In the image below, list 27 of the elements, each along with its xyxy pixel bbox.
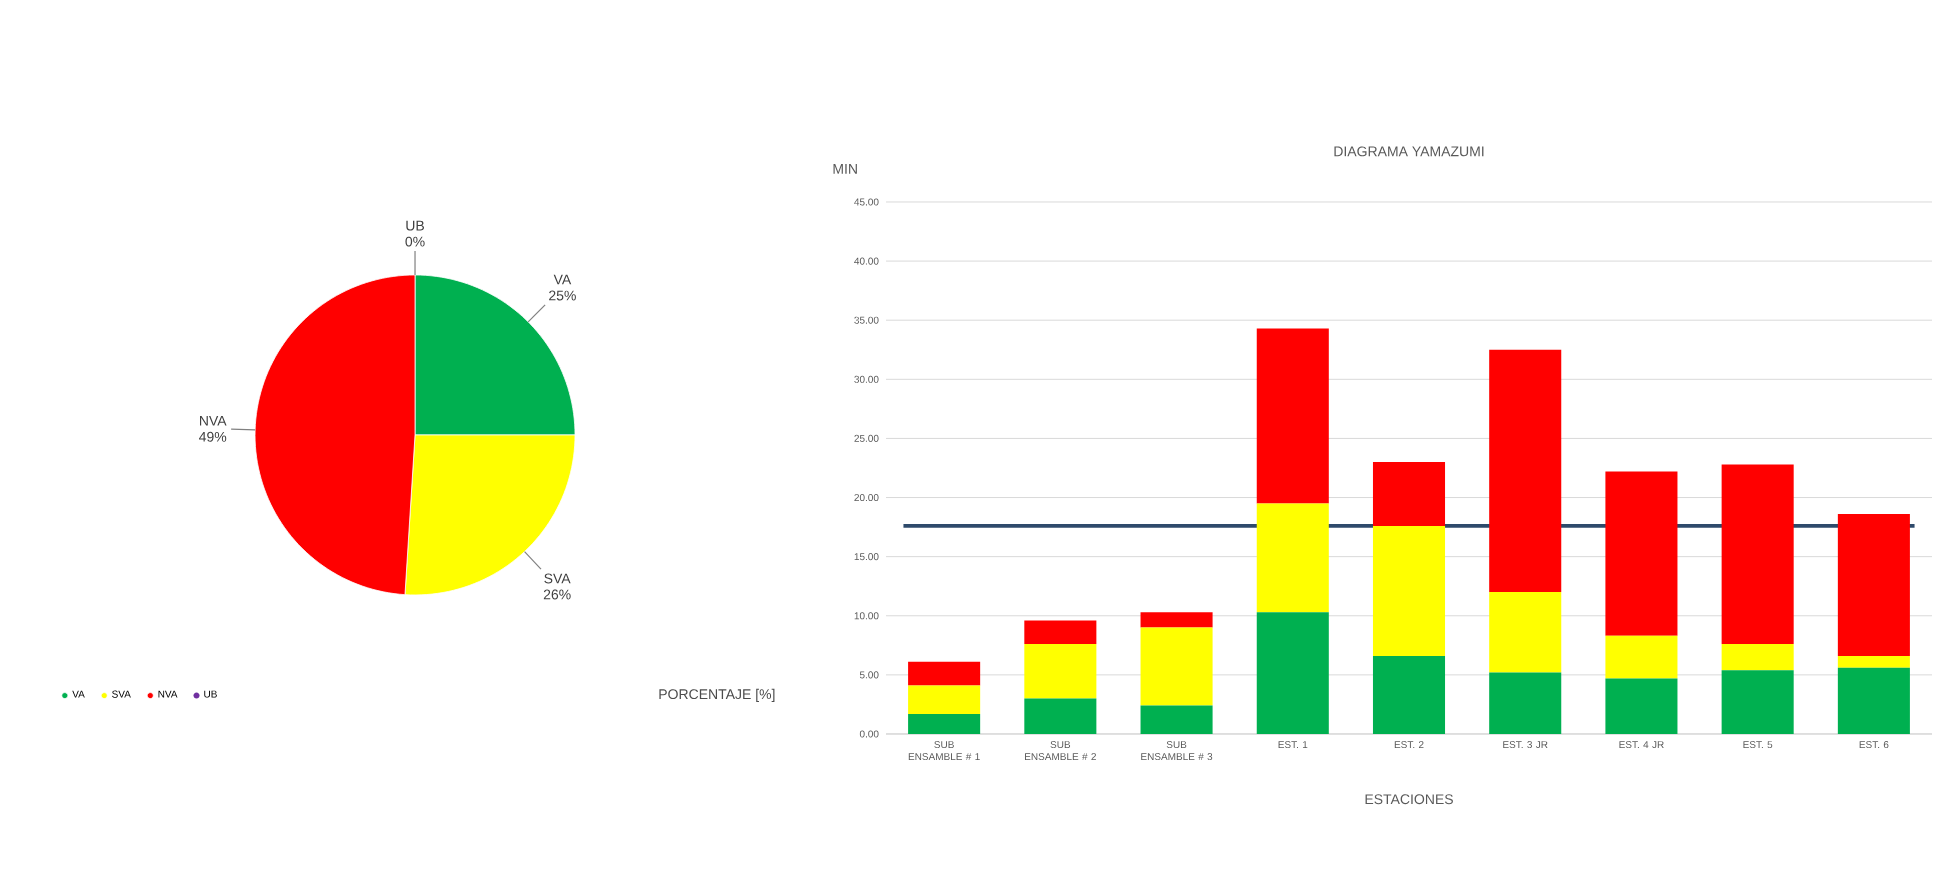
bar [1024,698,1097,734]
bar [1372,525,1446,656]
bar [1605,678,1678,734]
bar [1024,620,1097,645]
bar [1605,635,1678,679]
bar [1837,514,1910,656]
bar [1489,592,1562,673]
bar [1837,667,1910,734]
bar [1140,612,1213,628]
bar [1721,644,1794,671]
bar [1605,471,1678,636]
bar [1256,612,1329,734]
bar [1837,655,1910,668]
bar [1140,705,1213,734]
bar [1024,644,1097,699]
bar [1140,627,1213,706]
bar [1489,349,1562,593]
bar [1256,503,1329,613]
bar [1721,464,1794,645]
bar [1372,655,1446,734]
bar [1721,670,1794,734]
bar [908,661,981,686]
bar [908,713,981,734]
bar [1372,462,1446,526]
bar [908,685,981,714]
bar [1489,672,1562,734]
bar [1256,328,1329,504]
